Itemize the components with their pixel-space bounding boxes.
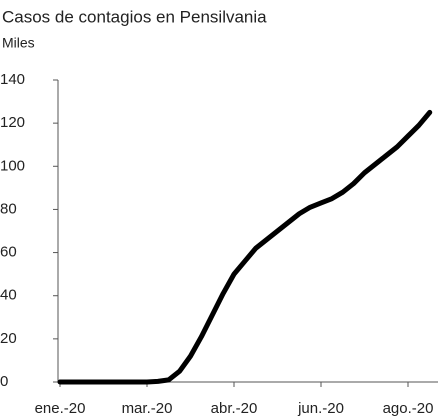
chart-title: Casos de contagios en Pensilvania (2, 7, 267, 26)
line-series (57, 109, 433, 385)
x-tick-label: ene.-20 (35, 400, 86, 417)
y-tick-label: 140 (0, 71, 25, 88)
y-tick-label: 60 (0, 244, 17, 261)
y-tick-label: 0 (0, 373, 8, 390)
x-tick-label: abr.-20 (211, 400, 258, 417)
x-tick-label: mar.-20 (122, 400, 173, 417)
x-tick-label: ago.-20 (383, 400, 434, 417)
y-tick-label: 80 (0, 200, 17, 217)
y-tick-label: 120 (0, 114, 25, 131)
chart-subtitle: Miles (2, 35, 35, 51)
y-tick-label: 40 (0, 287, 17, 304)
y-tick-label: 20 (0, 330, 17, 347)
x-tick-label: jun.-20 (297, 400, 344, 417)
y-tick-label: 100 (0, 157, 25, 174)
